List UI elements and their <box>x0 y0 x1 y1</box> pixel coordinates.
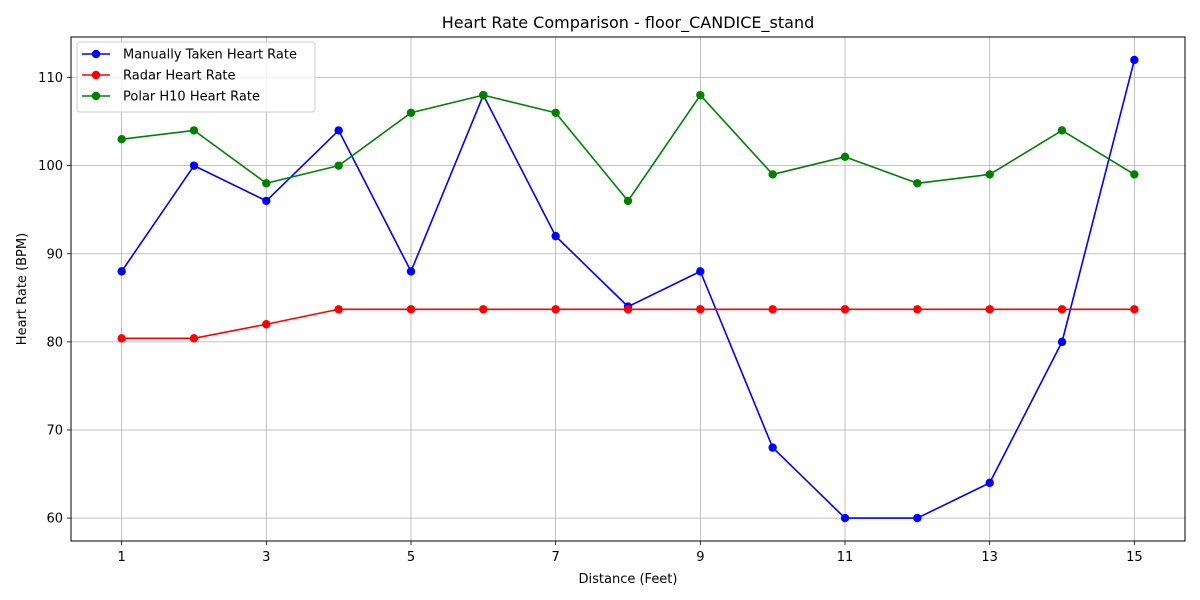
x-tick-label: 1 <box>117 550 125 565</box>
data-point <box>117 334 126 343</box>
x-tick-label: 3 <box>262 550 270 565</box>
data-point <box>551 231 560 241</box>
data-point <box>696 305 705 314</box>
data-point <box>768 443 777 452</box>
data-point <box>189 334 199 343</box>
legend: Manually Taken Heart Rate Radar Heart Rat… <box>76 41 316 113</box>
data-point <box>623 305 633 314</box>
data-point <box>1057 305 1067 314</box>
y-tick-label: 90 <box>46 247 63 262</box>
data-point <box>913 513 922 523</box>
y-axis-title: Heart Rate (BPM) <box>15 233 30 345</box>
data-point <box>117 267 126 276</box>
data-point <box>696 90 705 100</box>
data-point <box>334 126 343 135</box>
x-tick-label: 13 <box>981 550 998 565</box>
y-tick-label: 60 <box>46 512 63 527</box>
data-point <box>189 126 199 135</box>
x-tick-label: 5 <box>407 550 415 565</box>
series-2 <box>117 305 1139 343</box>
grid-layer <box>71 37 1185 541</box>
legend-marker <box>91 49 101 59</box>
data-point <box>913 305 922 314</box>
data-point <box>696 267 705 276</box>
data-point <box>334 161 343 170</box>
legend-label: Manually Taken Heart Rate <box>123 48 297 63</box>
data-point <box>406 108 416 117</box>
data-point <box>1130 55 1139 65</box>
legend-marker <box>91 70 101 80</box>
data-point <box>1057 126 1067 135</box>
series-layer <box>117 55 1139 523</box>
data-point <box>551 305 560 314</box>
data-point <box>913 179 922 188</box>
data-point <box>479 305 488 314</box>
data-point <box>1130 170 1139 179</box>
y-tick-label: 110 <box>38 71 63 86</box>
y-tick-label: 70 <box>46 423 63 438</box>
legend-label: Radar Heart Rate <box>123 69 236 84</box>
plot-frame <box>70 36 1186 542</box>
legend-label: Polar H10 Heart Rate <box>123 90 260 105</box>
data-point <box>1057 337 1067 347</box>
chart-title: Heart Rate Comparison - floor_CANDICE_st… <box>442 13 814 33</box>
data-point <box>840 305 850 314</box>
data-point <box>262 320 271 329</box>
y-axis: 60 70 80 90 100 110 <box>38 71 71 527</box>
data-point <box>334 305 343 314</box>
x-tick-label: 9 <box>696 550 704 565</box>
data-point <box>1130 305 1139 314</box>
data-point <box>117 135 126 144</box>
x-axis-title: Distance (Feet) <box>579 572 678 587</box>
data-point <box>768 170 777 179</box>
data-point <box>406 305 416 314</box>
data-point <box>985 170 994 179</box>
legend-entries: Manually Taken Heart Rate Radar Heart Rat… <box>82 48 297 105</box>
y-tick-label: 100 <box>38 159 63 174</box>
data-point <box>985 478 994 488</box>
data-point <box>985 305 994 314</box>
data-point <box>840 152 850 162</box>
data-point <box>406 267 416 276</box>
data-point <box>623 196 633 206</box>
data-point <box>479 90 488 100</box>
x-axis: 1 3 5 7 9 11 13 15 <box>117 541 1143 565</box>
data-point <box>768 305 777 314</box>
data-point <box>840 513 850 523</box>
data-point <box>551 108 560 117</box>
x-tick-label: 7 <box>552 550 560 565</box>
x-tick-label: 15 <box>1126 550 1143 565</box>
legend-box <box>76 41 316 113</box>
y-tick-label: 80 <box>46 335 63 350</box>
data-point <box>262 196 271 206</box>
data-point <box>262 179 271 188</box>
x-tick-label: 11 <box>837 550 854 565</box>
data-point <box>189 161 199 170</box>
legend-marker <box>91 91 101 101</box>
series-3 <box>117 90 1139 206</box>
